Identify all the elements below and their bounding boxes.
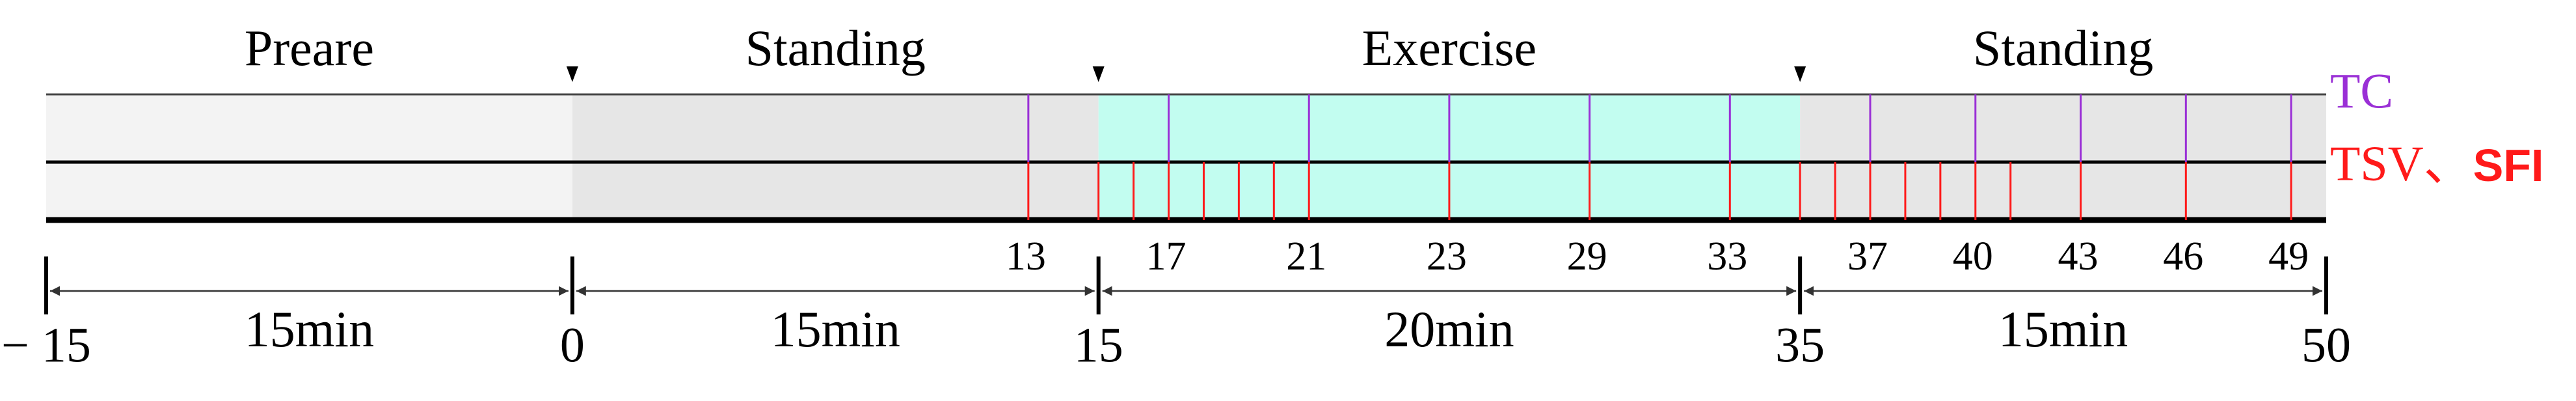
labels: Preare 15min Standing 15min Exercise 20min Sta… xyxy=(1,20,2543,373)
phase-marker xyxy=(1794,66,1806,82)
phase-band xyxy=(572,94,1099,220)
row-label-sfi: SFI xyxy=(2473,140,2544,191)
time-label: 33 xyxy=(1707,234,1747,279)
phase-label: Standing xyxy=(1973,20,2153,76)
duration-label: 20min xyxy=(1384,301,1514,357)
time-label: 37 xyxy=(1847,234,1888,279)
duration-label: 15min xyxy=(245,301,374,357)
phase-marker xyxy=(566,66,578,82)
time-label: 46 xyxy=(2163,234,2203,279)
phase-label: Preare xyxy=(245,20,374,76)
bands xyxy=(46,94,2326,220)
time-label: 29 xyxy=(1567,234,1607,279)
duration-label: 15min xyxy=(1998,301,2128,357)
phase-band xyxy=(1800,94,2326,220)
axis-tick-label: 50 xyxy=(2301,318,2351,372)
time-label: 49 xyxy=(2268,234,2309,279)
row-label-tc: TC xyxy=(2330,64,2393,118)
time-label: 43 xyxy=(2058,234,2099,279)
phase-band xyxy=(46,94,572,220)
phase-label: Standing xyxy=(745,20,926,76)
row-label-tsv: TSV、SFI xyxy=(2330,137,2543,191)
time-label: 21 xyxy=(1286,234,1326,279)
phase-marker xyxy=(1092,66,1105,82)
time-label: 23 xyxy=(1427,234,1467,279)
time-label: 40 xyxy=(1953,234,1993,279)
duration-label: 15min xyxy=(771,301,900,357)
axis-tick-label: 0 xyxy=(560,318,585,372)
phase-label: Exercise xyxy=(1362,20,1537,76)
axis-tick-label: 35 xyxy=(1775,318,1825,372)
axis-tick-label: − 15 xyxy=(1,318,91,372)
row-label-tsv-text: TSV、 xyxy=(2330,137,2473,191)
time-label: 17 xyxy=(1146,234,1187,279)
axis-tick-label: 15 xyxy=(1074,318,1123,372)
marks xyxy=(44,66,2328,314)
time-label: 13 xyxy=(1006,234,1046,279)
